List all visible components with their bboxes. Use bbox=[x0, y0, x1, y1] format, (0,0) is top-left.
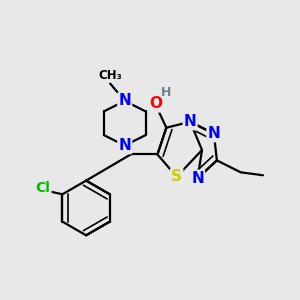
Text: S: S bbox=[171, 169, 182, 184]
Text: N: N bbox=[184, 114, 196, 129]
Text: CH₃: CH₃ bbox=[98, 69, 122, 82]
Text: N: N bbox=[118, 94, 131, 109]
Text: N: N bbox=[208, 126, 220, 141]
Text: Cl: Cl bbox=[36, 181, 50, 195]
Text: N: N bbox=[191, 171, 204, 186]
Text: H: H bbox=[122, 137, 133, 150]
Text: N: N bbox=[118, 138, 131, 153]
Text: H: H bbox=[161, 85, 172, 98]
Text: O: O bbox=[149, 96, 162, 111]
